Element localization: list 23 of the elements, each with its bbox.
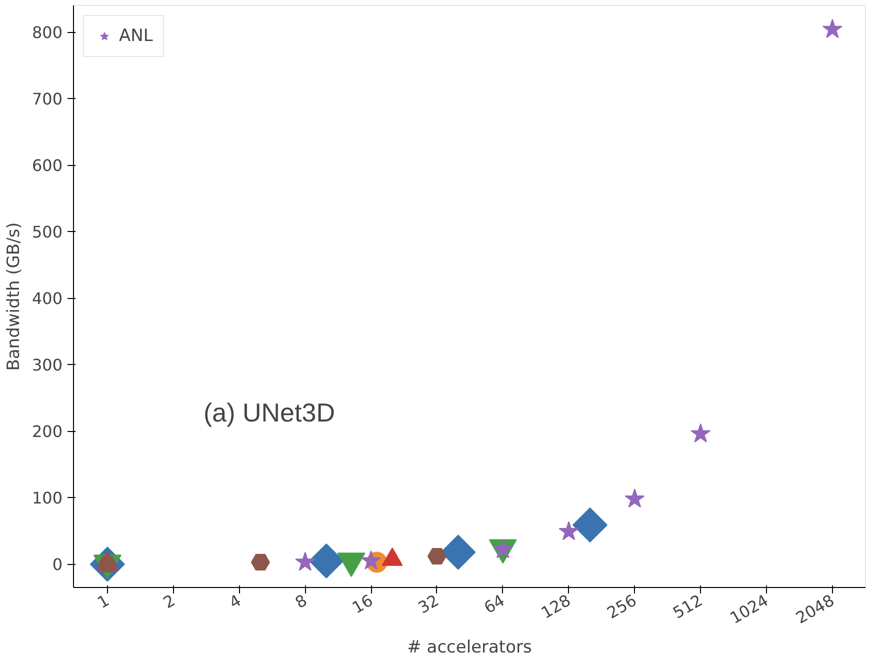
x-axis-title: # accelerators [407,637,532,658]
x-tick-label: 8 [292,590,310,612]
y-tick-label: 200 [32,422,63,442]
y-tick-label: 0 [52,555,63,574]
y-tick-label: 400 [32,289,63,308]
x-tick-label: 4 [226,590,244,612]
x-tick-label: 64 [480,590,508,618]
x-tick-label: 16 [348,590,376,618]
legend-label: ANL [119,26,153,46]
x-tick-label: 2 [160,590,178,612]
x-tick-label: 1 [94,590,112,612]
y-axis-title: Bandwidth (GB/s) [4,222,24,371]
x-tick-label: 32 [414,590,442,618]
y-tick-label: 500 [32,222,63,242]
x-tick-label: 256 [604,590,640,622]
x-tick-label: 512 [670,590,706,622]
y-tick-label: 600 [32,156,63,176]
y-tick-label: 300 [32,356,63,375]
y-tick-label: 100 [32,488,63,508]
x-tick-label: 128 [538,590,574,622]
annotation: (a) UNet3D [204,398,335,428]
y-tick-label: 800 [32,23,63,42]
y-tick-label: 700 [32,90,63,109]
